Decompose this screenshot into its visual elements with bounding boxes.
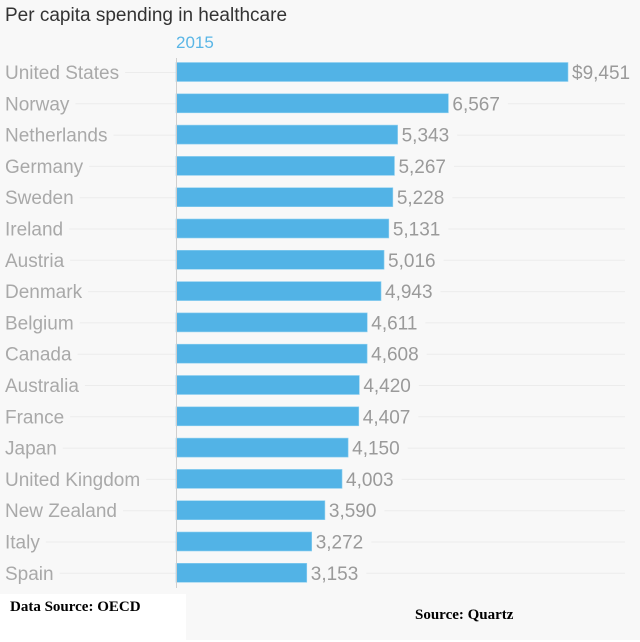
bar (175, 343, 368, 364)
value-label: 4,407 (363, 407, 411, 428)
bar (175, 500, 326, 521)
value-label: 5,228 (397, 188, 445, 209)
category-label: Sweden (5, 188, 74, 209)
value-label: 4,420 (363, 376, 411, 397)
category-label: Ireland (5, 220, 63, 241)
bar (175, 281, 382, 301)
value-label: 3,153 (311, 564, 359, 585)
source-note: Source: Quartz (415, 607, 514, 623)
category-label: Germany (5, 157, 84, 178)
bar (175, 469, 343, 489)
category-label: Denmark (5, 282, 83, 303)
value-label: 5,343 (402, 126, 450, 147)
bar (175, 62, 569, 82)
category-label: Canada (5, 345, 72, 366)
category-label: France (5, 407, 64, 428)
category-label: Netherlands (5, 126, 107, 147)
bar (175, 218, 390, 239)
data-source-box: Data Source: OECD (0, 594, 186, 640)
value-label: 4,003 (346, 470, 394, 491)
value-label: 4,611 (371, 313, 417, 334)
category-label: Australia (5, 376, 79, 397)
bar (175, 531, 313, 552)
category-label: Norway (5, 94, 70, 115)
value-label: 4,150 (352, 439, 400, 460)
bar (175, 375, 360, 395)
category-label: Italy (5, 533, 40, 554)
value-label: 5,267 (398, 157, 446, 178)
category-label: Spain (5, 564, 54, 585)
category-label: Belgium (5, 313, 74, 334)
bar (175, 250, 385, 270)
bar (175, 156, 395, 176)
value-label: 5,016 (388, 251, 436, 272)
data-source-note: Data Source: OECD (10, 599, 141, 615)
bar (175, 312, 368, 333)
series-label: 2015 (176, 33, 214, 52)
value-label: 4,943 (385, 282, 433, 303)
value-label: 3,590 (329, 501, 377, 522)
chart-title: Per capita spending in healthcare (5, 5, 287, 26)
value-label: 3,272 (316, 533, 364, 554)
value-label: 4,608 (371, 345, 419, 366)
bar (175, 93, 449, 114)
category-label: Austria (5, 251, 65, 272)
value-label: 6,567 (452, 94, 500, 115)
value-label: 5,131 (393, 220, 441, 241)
bar (175, 562, 308, 583)
bar (175, 124, 398, 145)
bar (175, 437, 349, 458)
value-label: $9,451 (572, 63, 630, 84)
category-label: United States (5, 63, 119, 84)
category-label: United Kingdom (5, 470, 140, 491)
bar (175, 406, 360, 427)
bar (175, 187, 394, 207)
category-label: New Zealand (5, 501, 117, 522)
category-label: Japan (5, 439, 57, 460)
